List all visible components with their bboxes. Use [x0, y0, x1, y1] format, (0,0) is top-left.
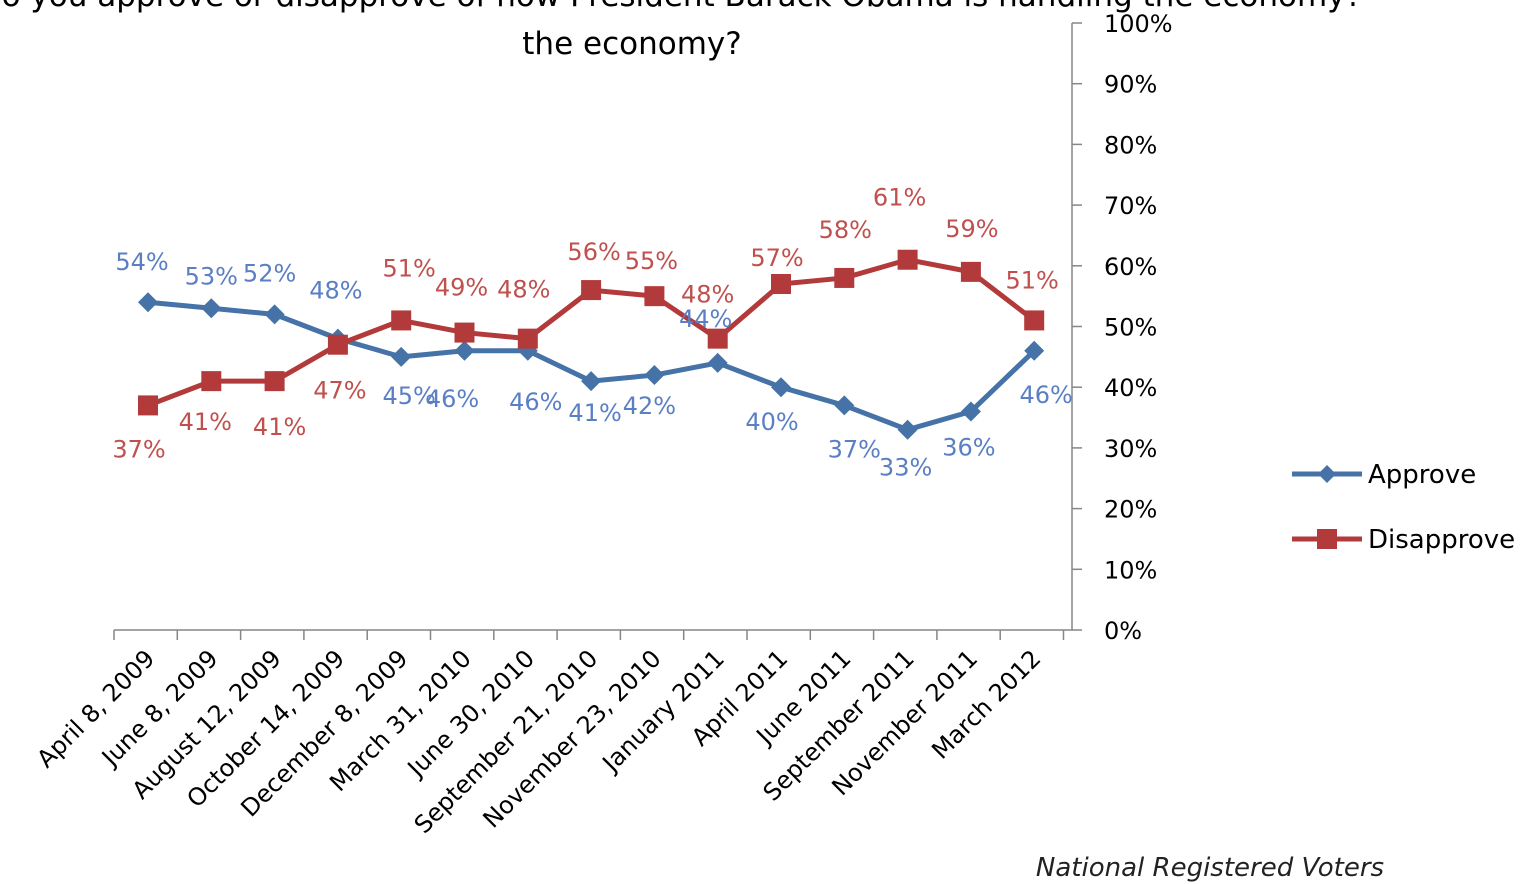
disapprove-data-label: 57% [750, 244, 803, 272]
footnote: National Registered Voters [1036, 853, 1384, 883]
approve-data-label: 52% [243, 259, 296, 287]
disapprove-data-label: 61% [873, 184, 926, 212]
disapprove-data-label: 37% [112, 435, 165, 463]
approve-point [581, 371, 602, 392]
disapprove-data-label: 47% [313, 377, 366, 405]
disapprove-data-label: 56% [567, 238, 620, 266]
disapprove-data-label: 41% [253, 413, 306, 441]
disapprove-point [391, 310, 412, 331]
y-tick-label: 70% [1104, 192, 1157, 220]
disapprove-data-label: 51% [1006, 266, 1059, 294]
disapprove-data-label: 59% [945, 215, 998, 243]
chart-title-line-2: the economy? [522, 26, 741, 62]
disapprove-data-label: 55% [625, 247, 678, 275]
data-labels: 54%53% 52%48%45%46% 46% 41% 42%44%40%37%33%3… [112, 184, 1073, 482]
disapprove-data-label: 41% [179, 408, 232, 436]
approve-point [264, 304, 285, 325]
y-tick-label: 80% [1104, 131, 1157, 159]
approve-data-label: 41% [568, 399, 621, 427]
y-tick-label: 30% [1104, 435, 1157, 463]
approve-data-label: 44% [679, 305, 732, 333]
approve-legend-label: Approve [1368, 460, 1476, 490]
disapprove-point [644, 286, 665, 307]
disapprove-point [201, 371, 222, 392]
approve-data-label: 33% [879, 454, 932, 482]
series-markers [138, 249, 1045, 440]
approve-data-label: 46% [1020, 381, 1073, 409]
disapprove-point [960, 261, 981, 282]
disapprove-point [897, 249, 918, 270]
approve-data-label: 40% [745, 408, 798, 436]
approve-point [454, 340, 475, 361]
y-tick-label: 40% [1104, 374, 1157, 402]
approve-data-label: 37% [828, 435, 881, 463]
approve-point [138, 292, 158, 313]
legend: Approve Disapprove [1292, 460, 1515, 555]
approve-data-label: 45% [383, 382, 436, 410]
approve-data-label: 46% [426, 385, 479, 413]
y-tick-label: 50% [1104, 314, 1157, 342]
approve-point [834, 395, 855, 416]
approve-data-label: 54% [115, 248, 168, 276]
y-tick-label: 60% [1104, 253, 1157, 281]
disapprove-point [707, 328, 728, 349]
y-tick-label: 10% [1104, 556, 1157, 584]
disapprove-data-label: 58% [819, 216, 872, 244]
approve-legend-marker [1318, 465, 1336, 483]
disapprove-data-label: 48% [497, 276, 550, 304]
approve-point [1024, 340, 1045, 361]
approve-data-label: 36% [942, 433, 995, 461]
approve-data-label: 46% [509, 388, 562, 416]
approve-point [897, 419, 918, 440]
disapprove-data-label: 48% [681, 281, 734, 309]
disapprove-point [264, 371, 285, 392]
approve-data-label: 48% [309, 277, 362, 305]
disapprove-point [771, 274, 791, 295]
approve-point [201, 298, 222, 319]
approve-point [960, 401, 981, 422]
disapprove-data-label: 51% [383, 254, 436, 282]
disapprove-legend-marker [1317, 529, 1337, 549]
disapprove-point [138, 395, 158, 416]
disapprove-point [327, 334, 348, 355]
approve-point [644, 365, 665, 386]
approve-data-label: 42% [623, 392, 676, 420]
approve-data-label: 53% [185, 262, 238, 290]
y-tick-label: 20% [1104, 496, 1157, 524]
y-tick-label: 0% [1104, 617, 1142, 645]
y-tick-label: 90% [1104, 71, 1157, 99]
disapprove-point [581, 280, 602, 301]
chart-title: tion: Do you approve or disapprove of ho… [0, 0, 1362, 14]
y-tick-label: 100% [1104, 10, 1173, 38]
approve-point [391, 346, 412, 367]
disapprove-data-label: 49% [435, 274, 488, 302]
approve-point [707, 352, 728, 373]
disapprove-point [517, 328, 538, 349]
approve-point [771, 377, 791, 398]
disapprove-legend-label: Disapprove [1368, 525, 1515, 555]
disapprove-point [834, 267, 855, 288]
disapprove-point [1024, 310, 1045, 331]
disapprove-point [454, 322, 475, 343]
